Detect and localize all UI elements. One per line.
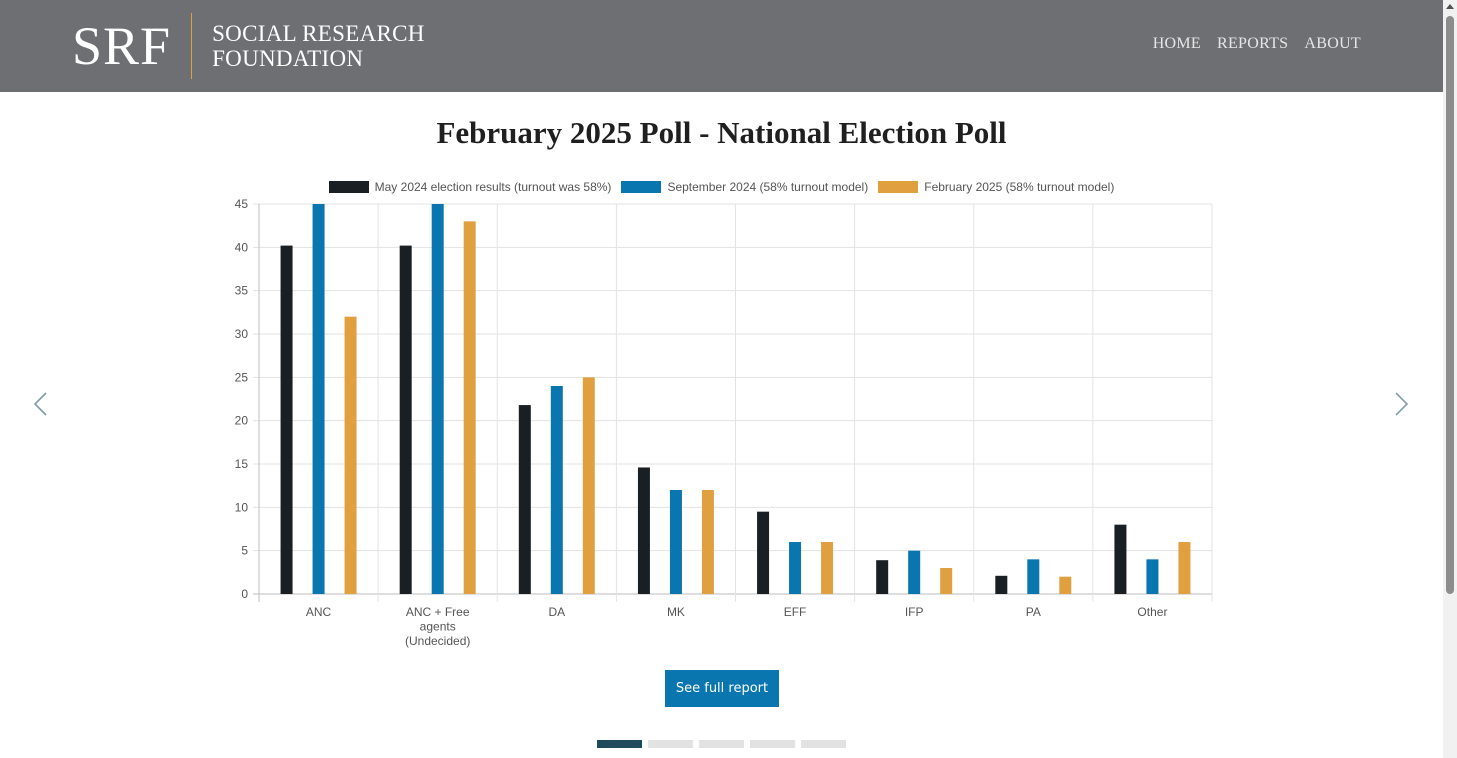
bar — [280, 245, 293, 594]
legend-swatch — [328, 181, 369, 193]
y-tick-label: 10 — [235, 500, 249, 514]
legend-item-feb-2025[interactable]: February 2025 (58% turnout model) — [878, 180, 1114, 194]
carousel-dot-4[interactable] — [750, 740, 795, 748]
nav-about[interactable]: ABOUT — [1304, 35, 1361, 52]
bar-chart: 0 5 10 15 20 25 30 35 40 45 ANC ANC + Freeagents(Un… — [235, 197, 1213, 648]
y-tick-label: 30 — [235, 327, 249, 341]
legend-label: February 2025 (58% turnout model) — [924, 180, 1115, 194]
scroll-thumb[interactable] — [1446, 16, 1454, 594]
legend-label: May 2024 election results (turnout was 5… — [374, 180, 612, 194]
y-tick-label: 5 — [241, 544, 248, 558]
y-tick-label: 0 — [241, 587, 248, 601]
legend-swatch — [878, 181, 919, 193]
slide-title: February 2025 Poll - National Election P… — [436, 115, 1007, 150]
y-tick-label: 20 — [235, 414, 249, 428]
y-tick-label: 45 — [235, 197, 249, 211]
site-header: SRF SOCIAL RESEARCH FOUNDATION HOME REPO… — [0, 0, 1443, 92]
chart-legend: May 2024 election results (turnout was 5… — [0, 180, 1443, 194]
x-tick-label: agents — [420, 620, 456, 634]
chevron-left-icon — [33, 392, 47, 416]
bar — [550, 386, 563, 594]
bar — [757, 511, 770, 594]
bar — [940, 568, 953, 594]
bar — [399, 245, 412, 594]
bar — [821, 542, 834, 594]
x-tick-label: Other — [1137, 605, 1167, 619]
main-nav: HOME REPORTS ABOUT — [1153, 35, 1361, 53]
y-tick-label: 15 — [235, 457, 249, 471]
bar — [344, 316, 357, 594]
carousel-next-button[interactable] — [1389, 392, 1413, 416]
logo-divider — [191, 13, 193, 79]
page-scrollbar[interactable] — [1443, 0, 1457, 758]
legend-item-may-2024[interactable]: May 2024 election results (turnout was 5… — [328, 180, 612, 194]
legend-swatch — [621, 181, 662, 193]
bar — [518, 405, 531, 594]
bar — [908, 550, 921, 594]
nav-reports[interactable]: REPORTS — [1217, 35, 1289, 52]
carousel-dot-2[interactable] — [648, 740, 693, 748]
bar — [876, 560, 889, 594]
x-tick-label: MK — [667, 605, 685, 619]
legend-label: September 2024 (58% turnout model) — [667, 180, 869, 194]
logo-name: SOCIAL RESEARCH FOUNDATION — [212, 21, 425, 71]
carousel-prev-button[interactable] — [29, 392, 53, 416]
y-tick-label: 40 — [235, 240, 249, 254]
x-tick-label: DA — [548, 605, 565, 619]
bar — [669, 490, 682, 594]
logo-name-line1: SOCIAL RESEARCH — [212, 21, 425, 46]
bar — [312, 204, 325, 594]
bar — [582, 377, 595, 594]
x-tick-label: (Undecided) — [405, 634, 470, 648]
carousel-dot-3[interactable] — [699, 740, 744, 748]
nav-home[interactable]: HOME — [1152, 35, 1201, 52]
x-tick-label: PA — [1026, 605, 1041, 619]
bar — [789, 542, 802, 594]
bar — [431, 204, 444, 594]
bar — [1114, 524, 1127, 594]
y-tick-label: 25 — [235, 370, 249, 384]
x-tick-label: ANC — [306, 605, 332, 619]
bar — [1178, 542, 1191, 594]
scroll-up-icon[interactable] — [1446, 4, 1454, 9]
site-logo[interactable]: SRF SOCIAL RESEARCH FOUNDATION — [72, 12, 425, 80]
bar — [1027, 559, 1040, 594]
bar — [1059, 576, 1072, 594]
see-full-report-button[interactable]: See full report — [665, 670, 779, 707]
legend-item-sept-2024[interactable]: September 2024 (58% turnout model) — [621, 180, 868, 194]
x-tick-label: EFF — [784, 605, 807, 619]
x-tick-label: ANC + Free — [406, 605, 470, 619]
bar — [637, 467, 650, 594]
carousel-dot-5[interactable] — [801, 740, 846, 748]
logo-mark: SRF — [72, 16, 172, 76]
logo-name-line2: FOUNDATION — [212, 46, 364, 71]
chevron-right-icon — [1395, 392, 1409, 416]
x-tick-label: IFP — [905, 605, 924, 619]
bar — [463, 221, 476, 595]
carousel-dot-1[interactable] — [597, 740, 642, 748]
bar — [1146, 559, 1159, 594]
y-tick-label: 35 — [235, 284, 249, 298]
bar — [995, 575, 1008, 594]
bar — [701, 490, 714, 594]
carousel-indicators — [597, 740, 846, 748]
